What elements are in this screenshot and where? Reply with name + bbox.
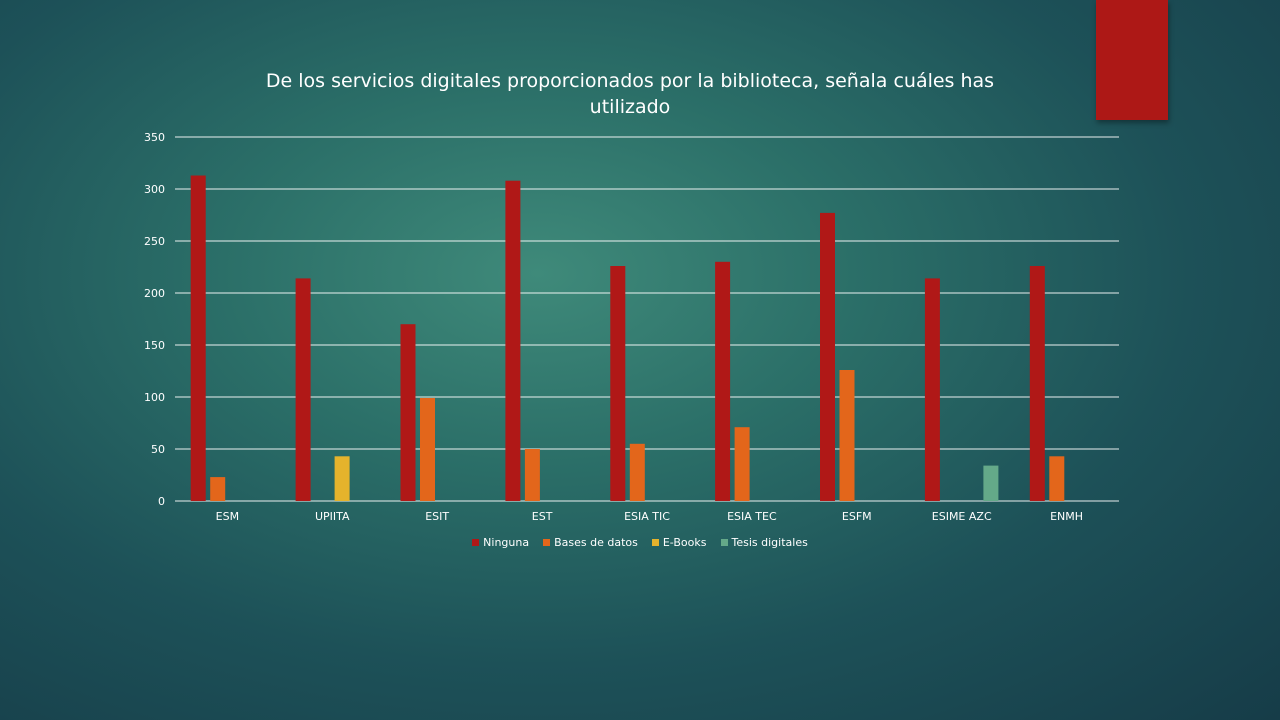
accent-block [1096,0,1168,120]
bar-bases-de-datos-esfm [839,370,855,501]
chart-title: De los servicios digitales proporcionado… [265,70,995,118]
y-tick-label: 200 [144,287,165,300]
bar-bases-de-datos-esia-tec [734,427,750,501]
y-tick-label: 0 [158,495,165,508]
x-tick-label: UPIITA [315,510,350,523]
legend-item: Tesis digitales [720,536,808,549]
x-tick-label: ESIT [425,510,449,523]
bar-bases-de-datos-enmh [1049,456,1065,501]
bar-ninguna-esfm [820,212,835,501]
y-tick-label: 350 [144,131,165,144]
bar-ninguna-upiita [295,278,311,501]
bar-tesis-digitales-esime-azc [983,465,999,501]
legend-label: Ninguna [483,536,530,549]
bar-ninguna-esime-azc [924,278,940,501]
legend-swatch [720,539,728,546]
x-tick-label: EST [532,510,553,523]
bar-ninguna-esia-tic [610,266,626,501]
y-tick-label: 150 [144,339,165,352]
x-tick-label: ESIA TEC [727,510,777,523]
legend-item: Bases de datos [543,536,638,549]
y-tick-label: 100 [144,391,165,404]
legend-label: Bases de datos [554,536,638,549]
x-tick-label: ENMH [1050,510,1083,523]
legend-swatch [472,539,480,546]
bar-ninguna-esia-tec [715,261,731,501]
bar-bases-de-datos-est [524,449,540,501]
bar-ninguna-esm [190,175,206,501]
x-tick-label: ESIA TIC [624,510,670,523]
y-tick-label: 300 [144,183,165,196]
legend-swatch [543,539,551,546]
bar-ninguna-enmh [1029,266,1045,501]
x-tick-label: ESFM [842,510,872,523]
x-tick-label: ESM [216,510,239,523]
bar-ninguna-est [505,180,521,501]
legend-label: Tesis digitales [731,536,808,549]
bar-bases-de-datos-esit [420,398,435,501]
legend-label: E-Books [662,536,707,549]
bar-bases-de-datos-esia-tic [629,443,645,501]
y-tick-label: 50 [151,443,165,456]
bar-bases-de-datos-esm [210,477,226,501]
chart-legend: Ninguna Bases de datos E-Books Tesis digita… [0,536,1280,549]
x-tick-label: ESIME AZC [932,510,992,523]
y-tick-label: 250 [144,235,165,248]
legend-item: Ninguna [472,536,529,549]
legend-item: E-Books [651,536,707,549]
legend-swatch [651,539,659,546]
bar-ninguna-esit [400,324,416,501]
bar-e-books-upiita [334,456,350,501]
